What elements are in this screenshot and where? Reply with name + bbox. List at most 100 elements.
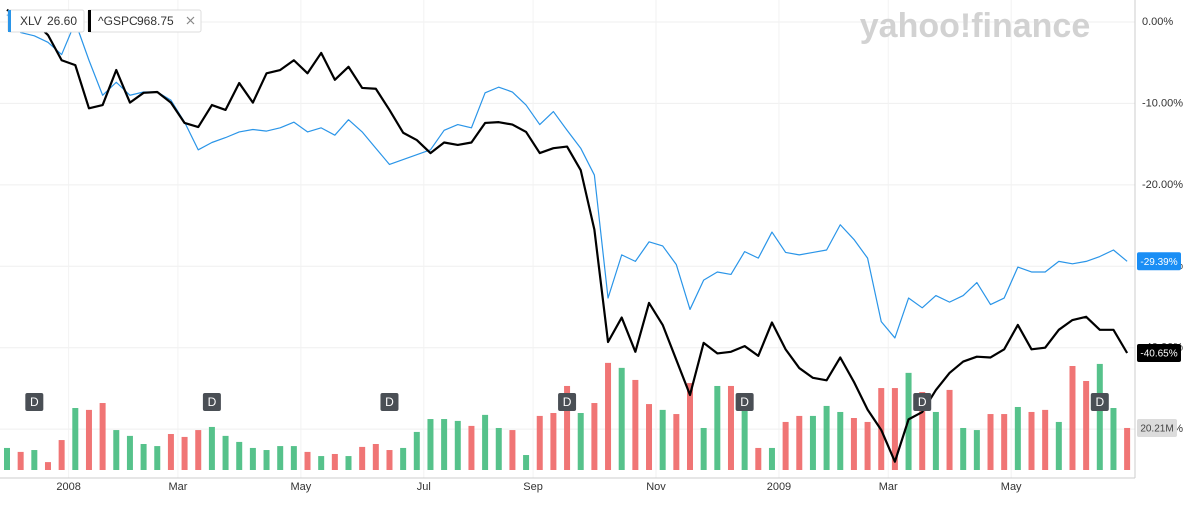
volume-bar — [987, 414, 994, 470]
y-tick-label: -20.00% — [1142, 179, 1183, 191]
volume-bar — [1110, 408, 1117, 470]
x-tick-label: Nov — [646, 481, 666, 493]
series-line — [6, 14, 1128, 339]
volume-bar — [632, 379, 639, 470]
volume-bar — [345, 456, 352, 470]
volume-bar — [208, 426, 215, 470]
volume-bar — [236, 441, 243, 470]
volume-bar — [372, 444, 379, 470]
volume-bar — [167, 434, 174, 470]
volume-bar — [359, 446, 366, 470]
y-tick-label: 0.00% — [1142, 16, 1173, 28]
volume-bar — [4, 447, 10, 470]
x-tick-label: May — [290, 481, 311, 493]
volume-bar — [1096, 363, 1103, 470]
dividend-label: D — [208, 395, 217, 409]
x-tick-label: Jul — [417, 481, 431, 493]
last-value-badge — [1137, 252, 1181, 271]
volume-bar — [126, 435, 133, 470]
legend-swatch — [8, 10, 11, 32]
volume-bar — [386, 450, 393, 470]
volume-bar — [618, 367, 625, 470]
volume-bar — [509, 430, 516, 470]
volume-bar — [919, 392, 926, 470]
dividend-box — [25, 393, 44, 411]
volume-bar — [1083, 380, 1090, 470]
volume-bar — [659, 409, 666, 470]
volume-bar — [1124, 427, 1131, 470]
volume-bar — [195, 430, 202, 470]
volume-bar — [1014, 406, 1021, 470]
volume-bar — [441, 419, 448, 470]
volume-bar — [1055, 421, 1062, 470]
dividend-marker[interactable]: D — [735, 393, 754, 411]
volume-bar — [304, 451, 311, 470]
volume-bar — [591, 403, 598, 470]
dividend-label: D — [30, 395, 39, 409]
volume-bar — [864, 421, 871, 470]
y-tick-label: -10.00% — [1142, 97, 1183, 109]
x-tick-label: 2009 — [767, 481, 791, 493]
volume-bar — [495, 427, 502, 470]
volume-bar — [154, 446, 161, 470]
volume-bar — [331, 453, 338, 470]
dividend-marker[interactable]: D — [558, 393, 577, 411]
volume-bar — [413, 431, 420, 470]
legend-price: 26.60 — [47, 14, 77, 28]
dividend-box — [735, 393, 754, 411]
dividend-marker[interactable]: D — [913, 393, 932, 411]
volume-bar — [58, 440, 65, 470]
volume-bar — [290, 446, 297, 470]
volume-bar — [550, 413, 557, 470]
volume-bar — [85, 409, 92, 470]
dividend-label: D — [1095, 395, 1104, 409]
dividend-label: D — [740, 395, 749, 409]
volume-bar — [31, 450, 38, 470]
volume-bar — [1028, 411, 1035, 470]
last-value-badge — [1137, 344, 1181, 363]
dividend-box — [380, 393, 399, 411]
dividend-box — [202, 393, 221, 411]
volume-bar — [17, 451, 24, 470]
dividend-label: D — [385, 395, 394, 409]
volume-bar — [891, 388, 898, 470]
series-line — [6, 8, 1129, 463]
volume-bar — [44, 462, 51, 470]
dividend-marker[interactable]: D — [25, 393, 44, 411]
watermark: yahoo!finance — [860, 7, 1090, 45]
volume-bar — [181, 436, 188, 470]
volume-bar — [427, 419, 434, 470]
volume-bar — [768, 447, 775, 470]
volume-bar — [714, 385, 721, 470]
remove-icon[interactable] — [186, 16, 195, 25]
volume-bar — [577, 413, 584, 470]
dividend-label: D — [563, 395, 572, 409]
dividend-box — [558, 393, 577, 411]
volume-bar — [973, 430, 980, 470]
legend-name: XLV — [20, 14, 42, 28]
volume-bar — [727, 385, 734, 470]
volume-bar — [809, 415, 816, 470]
volume-bar — [113, 430, 120, 470]
dividend-marker[interactable]: D — [380, 393, 399, 411]
volume-bar — [796, 415, 803, 470]
dividend-marker[interactable]: D — [202, 393, 221, 411]
volume-bar — [1042, 409, 1049, 470]
volume-bar — [837, 411, 844, 470]
legend: XLV 26.60 ^GSPC 968.75 — [7, 9, 202, 33]
legend-swatch — [88, 10, 91, 32]
volume-bar — [400, 447, 407, 470]
volume-bar — [700, 427, 707, 470]
volume-bar — [605, 362, 612, 470]
volume-bar — [823, 405, 830, 470]
volume-bar — [755, 447, 762, 470]
x-tick-label: Sep — [523, 481, 543, 493]
volume-bar — [687, 383, 693, 470]
volume-bar — [482, 414, 489, 470]
dividend-marker[interactable]: D — [1090, 393, 1109, 411]
dividend-label: D — [918, 395, 927, 409]
dividend-box — [1090, 393, 1109, 411]
x-tick-label: Mar — [168, 481, 187, 493]
x-tick-label: 2008 — [56, 481, 80, 493]
